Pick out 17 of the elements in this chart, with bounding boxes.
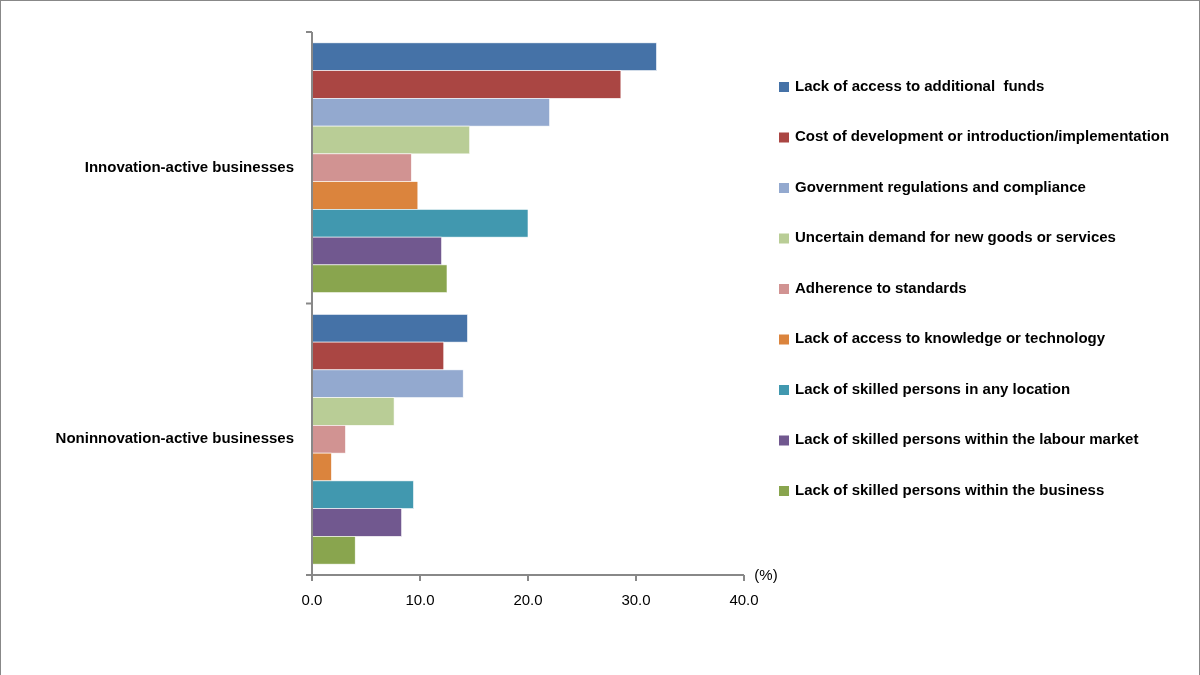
legend-label: Lack of skilled persons within the labour market bbox=[795, 430, 1139, 448]
x-tick-label: 10.0 bbox=[405, 591, 435, 608]
legend-label: Lack of access to additional funds bbox=[795, 76, 1045, 94]
x-tick-label: 20.0 bbox=[513, 591, 543, 608]
legend-label: Adherence to standards bbox=[795, 278, 967, 296]
x-axis-title: (%) bbox=[754, 566, 778, 583]
legend-label: Cost of development or introduction/implementation bbox=[795, 127, 1170, 145]
x-tick-label: 40.0 bbox=[729, 591, 759, 608]
legend-label: Lack of access to knowledge or technology bbox=[795, 329, 1106, 347]
legend-label: Lack of skilled persons in any location bbox=[795, 379, 1071, 397]
x-tick-label: 30.0 bbox=[621, 591, 651, 608]
legend-label: Government regulations and compliance bbox=[795, 177, 1086, 195]
y-tick-label: Innovation-active businesses bbox=[84, 157, 294, 175]
x-tick-label: 0.0 bbox=[301, 591, 323, 608]
y-tick-label: Noninnovation-active businesses bbox=[55, 429, 294, 447]
legend-label: Uncertain demand for new goods or services bbox=[795, 228, 1116, 246]
legend-label: Lack of skilled persons within the business bbox=[795, 480, 1105, 498]
